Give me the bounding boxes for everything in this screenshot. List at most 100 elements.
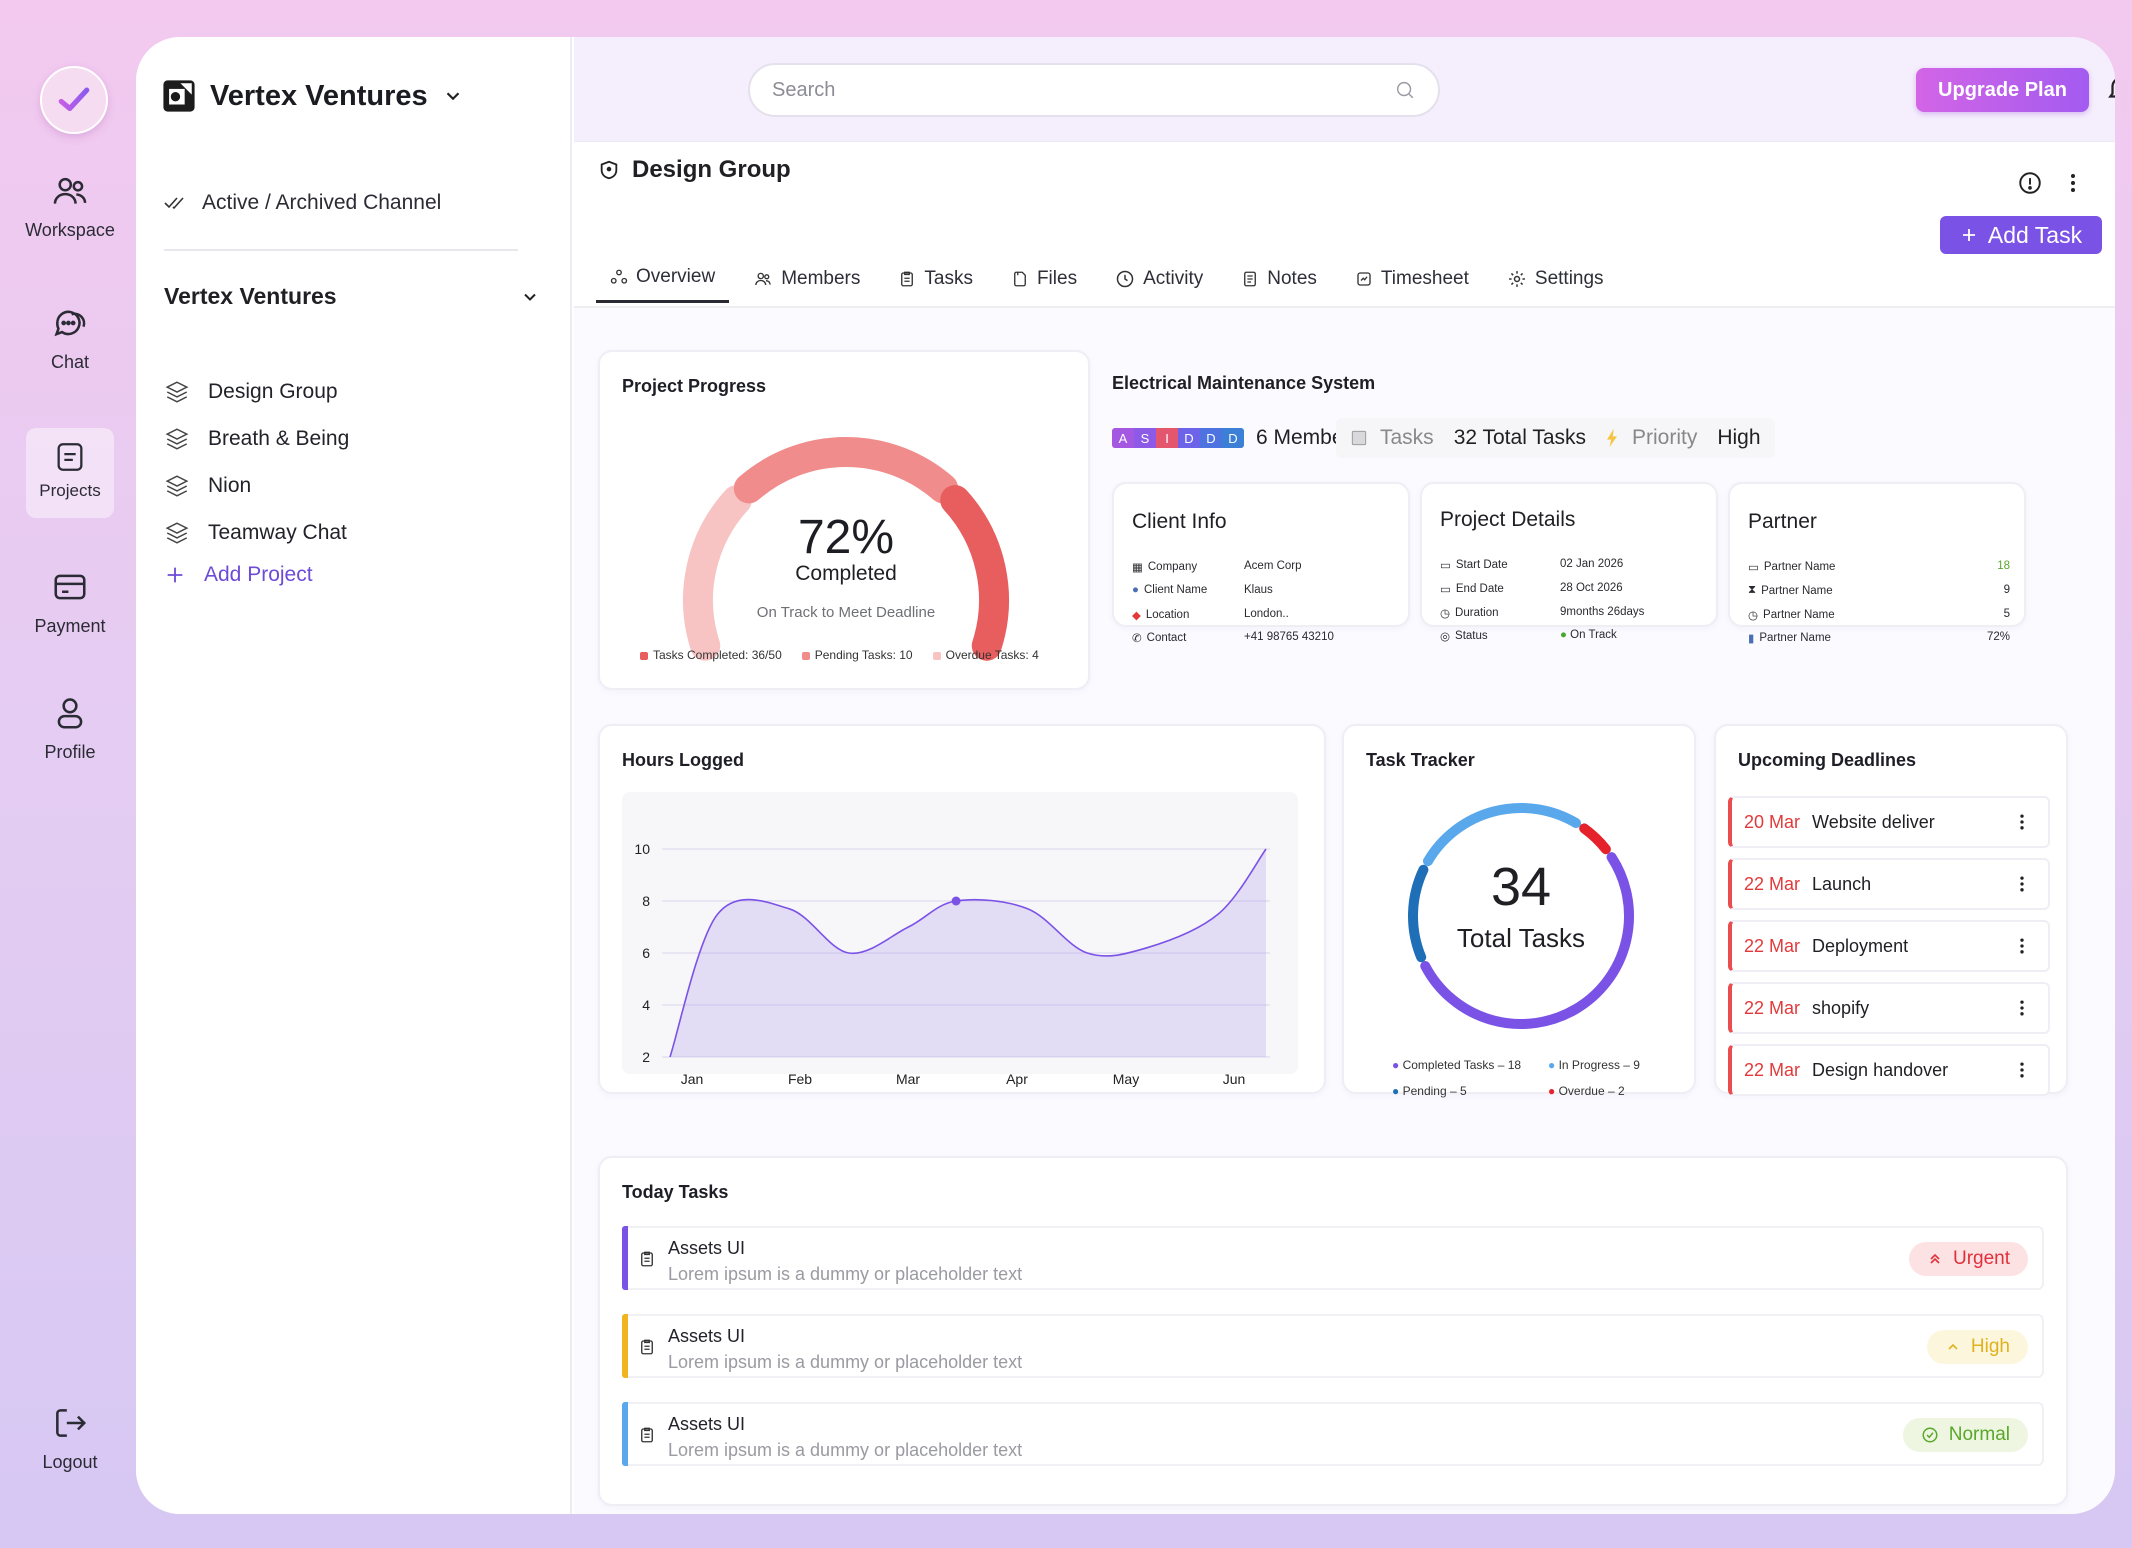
more-vertical-icon[interactable] (2012, 812, 2032, 832)
app-logo[interactable] (40, 66, 108, 134)
partner-row: ▭ Partner Name 18 (1748, 560, 2010, 574)
more-vertical-icon[interactable] (2061, 171, 2085, 195)
search-bar[interactable]: Search (748, 63, 1440, 117)
task-description: Lorem ipsum is a dummy or placeholder te… (668, 1352, 1023, 1372)
project-label: Teamway Chat (208, 521, 347, 544)
check-circle-icon (1922, 1427, 1938, 1443)
x-tick-label: Jan (681, 1071, 704, 1087)
double-chevron-up-icon (1930, 1253, 1940, 1264)
card-title: Upcoming Deadlines (1738, 750, 1917, 770)
member-avatar: A (1112, 428, 1134, 448)
add-task-button[interactable]: Add Task (1940, 216, 2102, 254)
priority-stat-label: Priority (1632, 426, 1698, 449)
task-row[interactable]: Assets UI Lorem ipsum is a dummy or plac… (622, 1314, 2044, 1378)
sidebar-item-breath-being[interactable]: Breath & Being (164, 426, 349, 452)
tracker-legend: ● Completed Tasks – 18 ● In Progress – 9… (1392, 1058, 1688, 1098)
task-title: Assets UI (668, 1238, 746, 1258)
logout-button[interactable]: Logout (10, 1404, 130, 1473)
check-icon (58, 87, 90, 112)
archived-channel-link[interactable]: Active / Archived Channel (164, 191, 441, 215)
task-title: Assets UI (668, 1414, 746, 1434)
client-company-row: ▦ Company Acem Corp (1132, 560, 1302, 574)
users-icon (755, 272, 771, 285)
workspace-switcher[interactable]: Vertex Ventures (162, 79, 464, 113)
rail-profile[interactable]: Profile (10, 694, 130, 763)
tab-activity[interactable]: Activity (1101, 266, 1217, 303)
deadline-item[interactable]: 22 Mar Deployment (1728, 920, 2050, 972)
tab-tasks[interactable]: Tasks (884, 266, 987, 303)
add-project-button[interactable]: Add Project (164, 563, 313, 587)
y-tick-label: 6 (642, 945, 650, 961)
end-date-row: ▭ End Date 28 Oct 2026 (1440, 582, 1623, 596)
task-description: Lorem ipsum is a dummy or placeholder te… (668, 1440, 1023, 1460)
deadline-item[interactable]: 22 Mar Launch (1728, 858, 2050, 910)
ems-title: Electrical Maintenance System (1112, 373, 1376, 393)
member-avatar: S (1134, 428, 1156, 448)
top-bar: Search Upgrade Plan (574, 37, 2115, 142)
main-content: Design Group Add Task Overview Members (574, 142, 2115, 1514)
building-icon: ▦ (1132, 562, 1143, 574)
sidebar-item-design-group[interactable]: Design Group (164, 379, 338, 405)
task-tracker-card: Task Tracker 34 Total Tasks ● Completed … (1342, 724, 1696, 1098)
more-vertical-icon[interactable] (2012, 874, 2032, 894)
tab-settings[interactable]: Settings (1493, 266, 1618, 303)
deadline-item[interactable]: 22 Mar Design handover (1728, 1044, 2050, 1096)
client-name-row: ● Client Name Klaus (1132, 584, 1273, 596)
partner-row: ▮ Partner Name 72% (1748, 631, 2010, 645)
clipboard-icon (641, 1339, 653, 1355)
start-date-row: ▭ Start Date 02 Jan 2026 (1440, 558, 1624, 572)
workspace-name: Vertex Ventures (210, 79, 428, 112)
more-vertical-icon[interactable] (2012, 1060, 2032, 1080)
rail-projects[interactable]: Projects (26, 428, 114, 518)
client-contact-row: ✆ Contact +41 98765 43210 (1132, 631, 1334, 645)
member-avatars: A S I D D D (1112, 428, 1244, 448)
legend-completed: ● Completed Tasks – 18 (1392, 1058, 1522, 1072)
plus-icon (167, 567, 183, 583)
deadline-item[interactable]: 20 Mar Website deliver (1728, 796, 2050, 848)
x-tick-label: Mar (896, 1071, 920, 1087)
project-group-title: Vertex Ventures (164, 283, 337, 309)
legend-completed: Tasks Completed: 36/50 (640, 648, 782, 662)
chevron-up-icon (1948, 1343, 1958, 1350)
project-group-header[interactable]: Vertex Ventures (164, 283, 540, 310)
task-row[interactable]: Assets UI Lorem ipsum is a dummy or plac… (622, 1226, 2044, 1290)
file-icon (1014, 271, 1026, 286)
legend-pending: Pending Tasks: 10 (801, 648, 913, 662)
partner-card: Partner ▭ Partner Name 18 ⧗ Partner Name 9 ◷… (1728, 482, 2026, 645)
rail-payment[interactable]: Payment (10, 568, 130, 637)
rail-chat[interactable]: Chat (10, 304, 130, 373)
bell-icon (2108, 79, 2115, 98)
project-label: Nion (208, 474, 252, 497)
tab-files[interactable]: Files (997, 266, 1091, 303)
upgrade-plan-button[interactable]: Upgrade Plan (1916, 68, 2089, 112)
more-vertical-icon[interactable] (2012, 998, 2032, 1018)
info-icon[interactable] (2017, 170, 2043, 196)
tab-timesheet[interactable]: Timesheet (1341, 266, 1483, 303)
tracker-total: 34 (1490, 857, 1552, 917)
deadline-item[interactable]: 22 Mar shopify (1728, 982, 2050, 1034)
notifications-button[interactable] (2104, 71, 2115, 110)
tasks-stat-value: 32 Total Tasks (1453, 426, 1586, 449)
tab-notes[interactable]: Notes (1227, 266, 1331, 303)
card-title: Project Progress (622, 376, 767, 396)
sidebar-item-nion[interactable]: Nion (164, 473, 251, 499)
sidebar-item-teamway-chat[interactable]: Teamway Chat (164, 520, 347, 546)
sidebar-divider (164, 249, 518, 251)
tab-label: Notes (1267, 267, 1317, 289)
rail-label: Projects (39, 481, 101, 500)
search-input[interactable]: Search (772, 78, 836, 101)
shield-icon (600, 160, 618, 180)
rail-workspace[interactable]: Workspace (10, 172, 130, 241)
card-title: Partner (1748, 510, 1817, 533)
legend-overdue: ● Overdue – 2 (1548, 1084, 1625, 1098)
tab-overview[interactable]: Overview (596, 266, 730, 303)
task-row[interactable]: Assets UI Lorem ipsum is a dummy or plac… (622, 1402, 2044, 1466)
tasks-stat-label: Tasks (1380, 426, 1434, 449)
more-vertical-icon[interactable] (2012, 936, 2032, 956)
members-stat[interactable]: A S I D D D 6 Members (1112, 418, 1361, 458)
card-title: Client Info (1132, 510, 1227, 533)
progress-subtitle: On Track to Meet Deadline (756, 604, 936, 621)
ring-segment-2 (1408, 864, 1429, 963)
user-icon (57, 698, 83, 729)
tab-members[interactable]: Members (739, 266, 874, 303)
